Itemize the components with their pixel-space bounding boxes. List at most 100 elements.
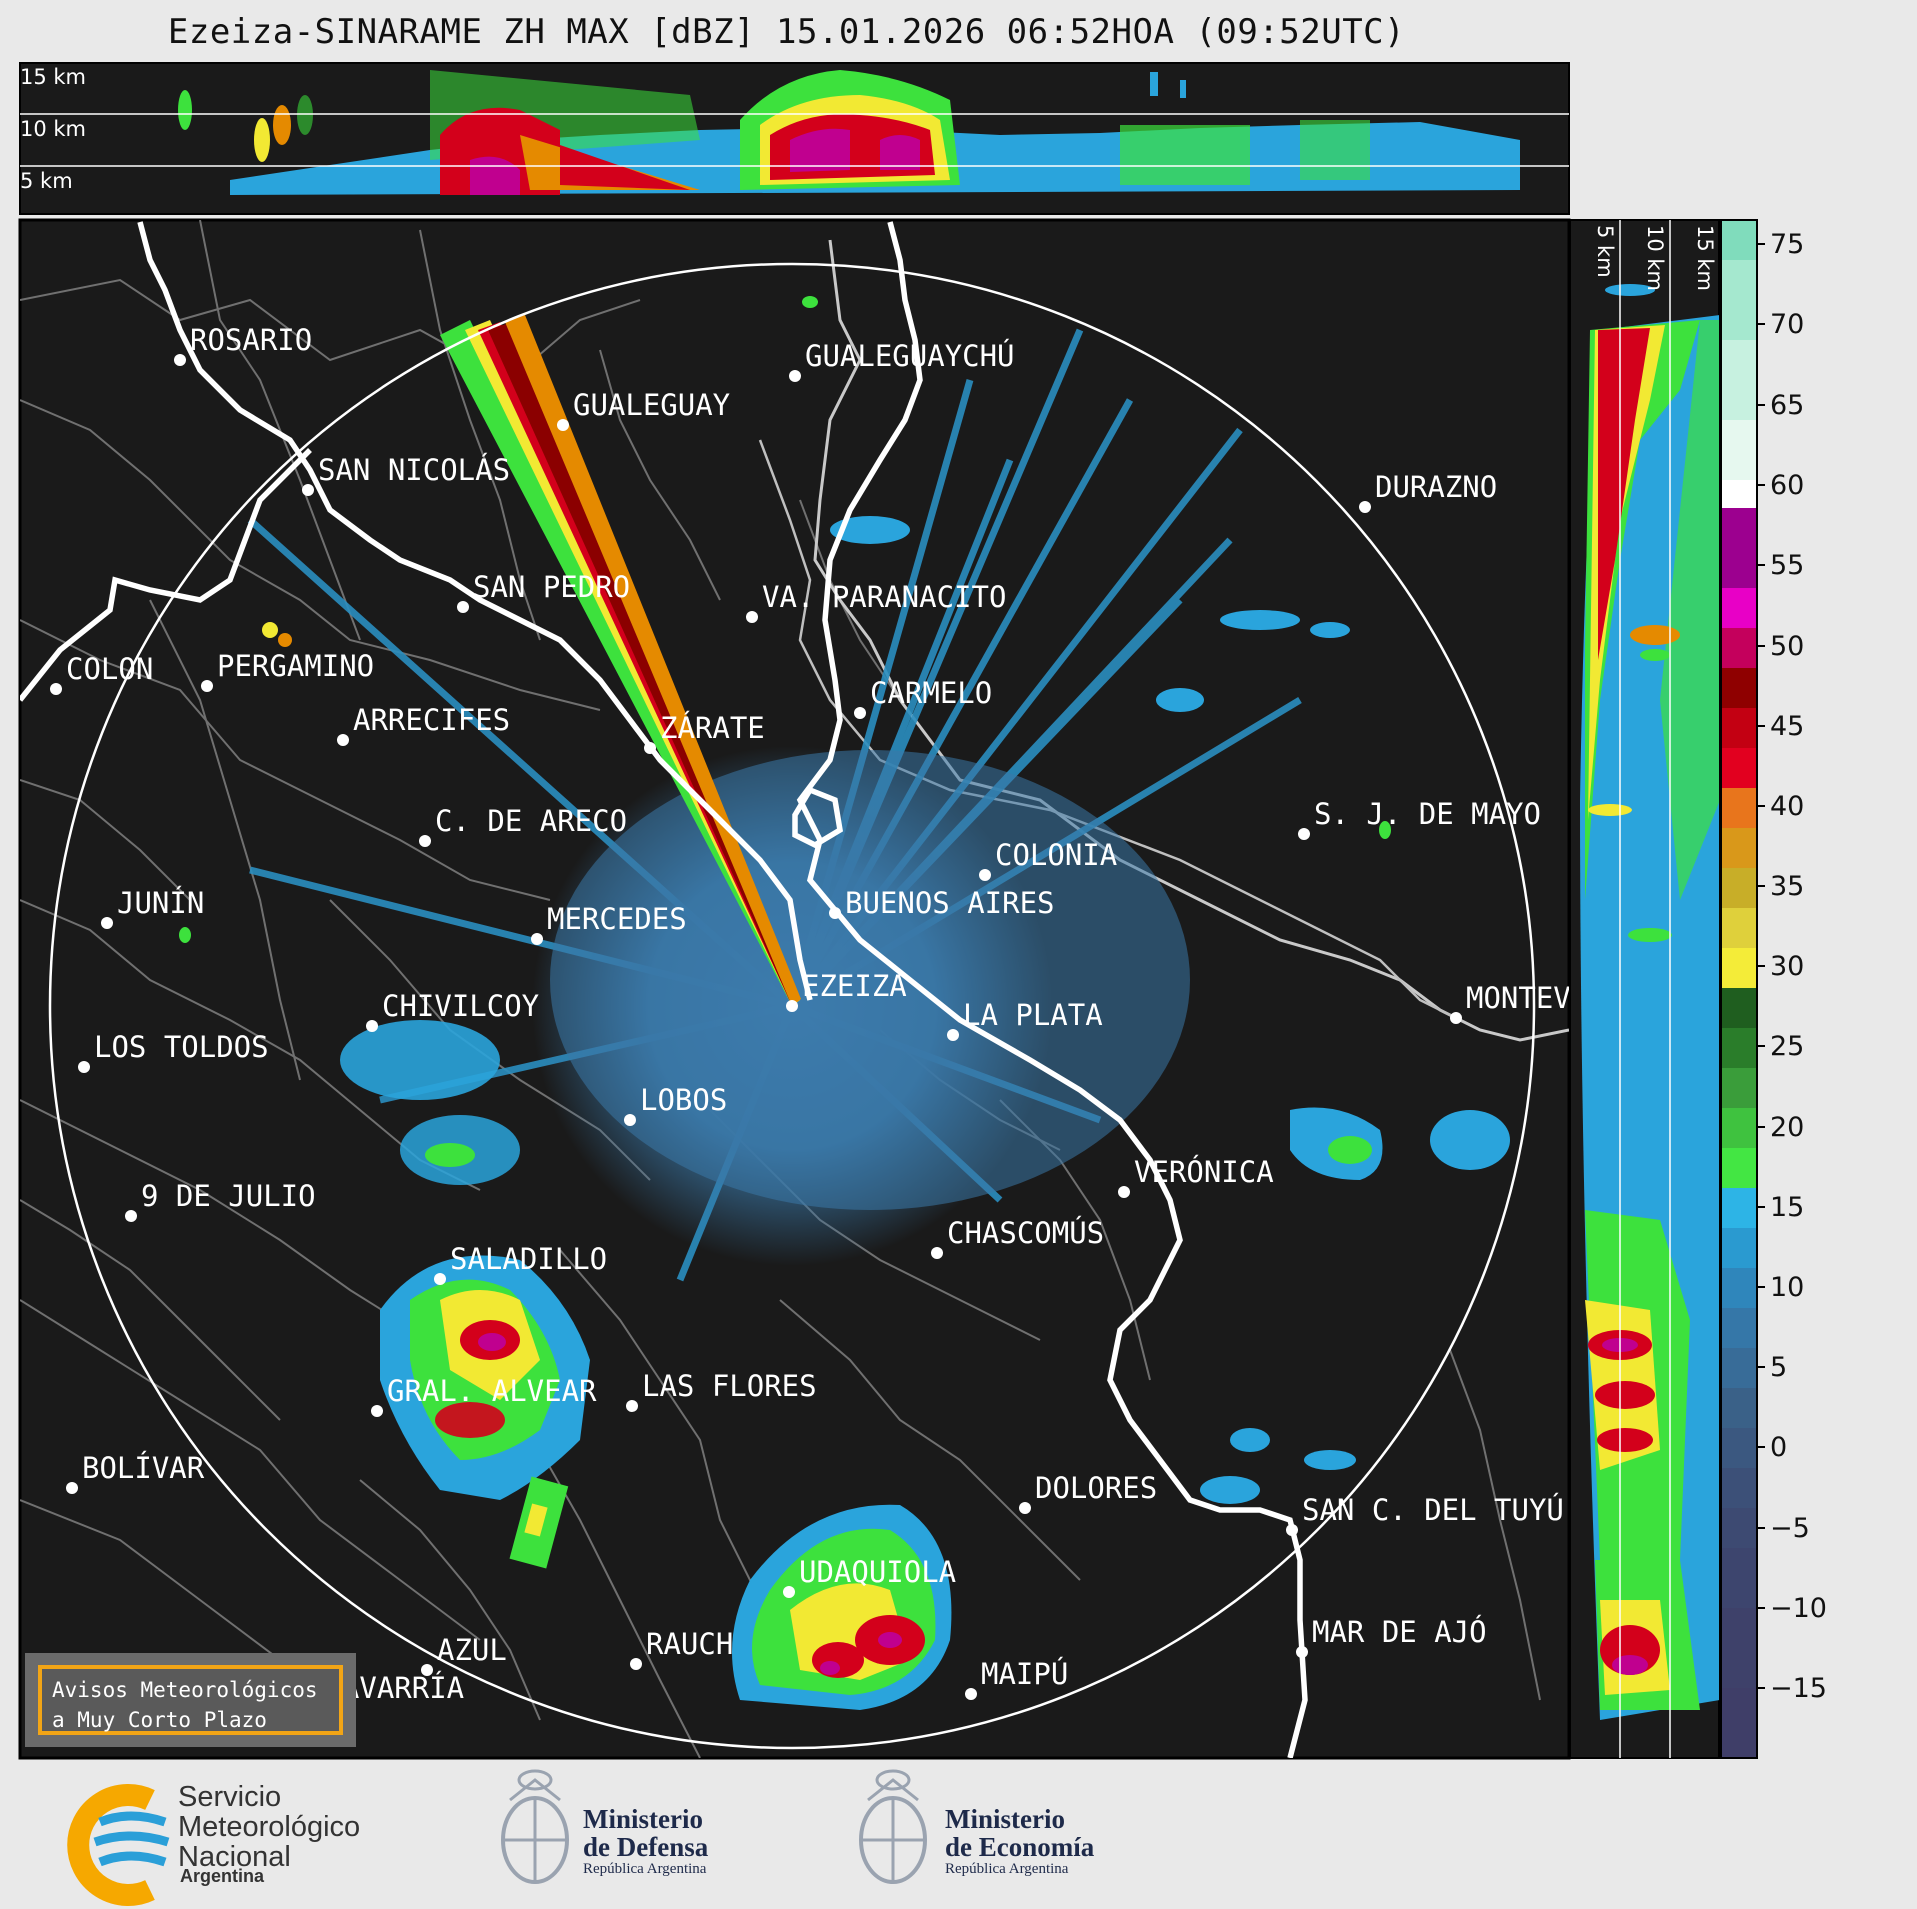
range-ring xyxy=(48,262,1536,1750)
city-los-toldos: LOS TOLDOS xyxy=(78,1030,269,1073)
svg-text:LOBOS: LOBOS xyxy=(640,1083,727,1117)
city-gualeguay: GUALEGUAY xyxy=(557,388,730,431)
defensa-sub: República Argentina xyxy=(583,1861,707,1877)
city-carmelo: CARMELO xyxy=(854,676,992,719)
svg-text:EZEIZA: EZEIZA xyxy=(802,969,907,1003)
city-dolores: DOLORES xyxy=(1019,1471,1157,1514)
ministerio-defensa-logo-text: Ministerio de Defensa República Argentin… xyxy=(583,1805,708,1878)
city-rosario: ROSARIO xyxy=(174,323,312,366)
economia-title1: Ministerio xyxy=(945,1804,1065,1834)
svg-text:SAN PEDRO: SAN PEDRO xyxy=(473,570,630,604)
svg-text:MAIPÚ: MAIPÚ xyxy=(981,1657,1068,1691)
svg-text:LOS TOLDOS: LOS TOLDOS xyxy=(94,1030,269,1064)
svg-text:COLON: COLON xyxy=(66,652,153,686)
svg-text:AZUL: AZUL xyxy=(437,1633,507,1667)
svg-text:VERÓNICA: VERÓNICA xyxy=(1134,1155,1274,1189)
svg-text:CHIVILCOY: CHIVILCOY xyxy=(382,989,539,1023)
city-mar-de-ajo: MAR DE AJÓ xyxy=(1296,1615,1487,1658)
colorbar-tick: 30 xyxy=(1770,951,1804,982)
smn-line: Nacional xyxy=(178,1841,291,1873)
warning-box-line2: a Muy Corto Plazo xyxy=(52,1708,267,1732)
colorbar-tick: 20 xyxy=(1770,1112,1804,1143)
city-la-plata: LA PLATA xyxy=(947,998,1103,1041)
city-chascomus: CHASCOMÚS xyxy=(931,1216,1104,1259)
smn-logo-icon xyxy=(67,1784,170,1906)
svg-text:SAN C. DEL TUYÚ: SAN C. DEL TUYÚ xyxy=(1302,1493,1564,1527)
chart-title: Ezeiza-SINARAME ZH MAX [dBZ] 15.01.2026 … xyxy=(167,12,1406,52)
smn-line: Servicio xyxy=(178,1781,282,1813)
svg-text:BOLÍVAR: BOLÍVAR xyxy=(82,1451,205,1485)
city-san-pedro: SAN PEDRO xyxy=(457,570,630,613)
svg-text:ARRECIFES: ARRECIFES xyxy=(353,703,510,737)
svg-text:ZÁRATE: ZÁRATE xyxy=(660,711,765,745)
city-9-de-julio: 9 DE JULIO xyxy=(125,1179,316,1222)
city-bolivar: BOLÍVAR xyxy=(66,1451,205,1494)
city-chivilcoy: CHIVILCOY xyxy=(366,989,539,1032)
city-gral-alvear: GRAL. ALVEAR xyxy=(371,1374,597,1417)
city-veronica: VERÓNICA xyxy=(1118,1155,1274,1198)
city-udaquiola: UDAQUIOLA xyxy=(783,1555,956,1598)
warning-box-line1: Avisos Meteorológicos xyxy=(52,1678,318,1702)
warning-box: Avisos Meteorológicos a Muy Corto Plazo xyxy=(38,1665,343,1735)
side-height-label-10km: 10 km xyxy=(1643,225,1667,291)
colorbar-tick: 60 xyxy=(1770,470,1804,501)
svg-text:SAN NICOLÁS: SAN NICOLÁS xyxy=(318,453,510,487)
svg-text:UDAQUIOLA: UDAQUIOLA xyxy=(799,1555,956,1589)
svg-text:DOLORES: DOLORES xyxy=(1035,1471,1157,1505)
colorbar-tick: 15 xyxy=(1770,1192,1804,1223)
colorbar-tick: 10 xyxy=(1770,1272,1804,1303)
colorbar-tick: 45 xyxy=(1770,711,1804,742)
svg-text:VA. PARANACITO: VA. PARANACITO xyxy=(762,580,1006,614)
svg-text:9 DE JULIO: 9 DE JULIO xyxy=(141,1179,316,1213)
city-zarate: ZÁRATE xyxy=(644,711,765,754)
top-height-label-5km: 5 km xyxy=(20,169,73,193)
colorbar-tick: −10 xyxy=(1770,1593,1827,1624)
argentina-coat-of-arms-icon xyxy=(501,1769,569,1884)
colorbar-tick: 70 xyxy=(1770,309,1804,340)
colorbar-tick: 75 xyxy=(1770,229,1804,260)
colorbar-tick: −5 xyxy=(1770,1513,1810,1544)
svg-text:GRAL. ALVEAR: GRAL. ALVEAR xyxy=(387,1374,597,1408)
colorbar-tick: −15 xyxy=(1770,1673,1827,1704)
city-colonia: COLONIA xyxy=(979,838,1117,881)
city-saladillo: SALADILLO xyxy=(434,1242,607,1285)
national-borders xyxy=(20,221,1308,1758)
smn-logo-sub: Argentina xyxy=(180,1866,265,1886)
svg-text:ROSARIO: ROSARIO xyxy=(190,323,312,357)
svg-text:MAR DE AJÓ: MAR DE AJÓ xyxy=(1312,1615,1487,1649)
city-rauch: RAUCH xyxy=(630,1627,733,1670)
side-height-label-5km: 5 km xyxy=(1593,225,1617,278)
city-azul: AZUL xyxy=(421,1633,507,1676)
economia-title2: de Economía xyxy=(945,1832,1095,1862)
svg-text:SALADILLO: SALADILLO xyxy=(450,1242,607,1276)
svg-text:CHASCOMÚS: CHASCOMÚS xyxy=(947,1216,1104,1250)
colorbar-tick: 55 xyxy=(1770,550,1804,581)
city-las-flores: LAS FLORES xyxy=(626,1369,817,1412)
colorbar-tick: 50 xyxy=(1770,631,1804,662)
dbz-colorbar: 75 70 65 60 55 50 45 40 35 30 25 20 15 1… xyxy=(1720,219,1827,1759)
top-height-label-10km: 10 km xyxy=(20,117,86,141)
city-san-nicolas: SAN NICOLÁS xyxy=(302,453,510,496)
colorbar-tick: 0 xyxy=(1770,1432,1787,1463)
radar-map-panel: ROSARIO GUALEGUAYCHÚ GUALEGUAY SAN NICOL… xyxy=(18,218,1641,1760)
city-pergamino: PERGAMINO xyxy=(201,649,374,692)
top-height-panel: 15 km 10 km 5 km xyxy=(19,62,1570,215)
svg-text:PERGAMINO: PERGAMINO xyxy=(217,649,374,683)
city-va-paranacito: VA. PARANACITO xyxy=(746,580,1006,623)
colorbar-tick: 25 xyxy=(1770,1031,1804,1062)
city-gualeguaychu: GUALEGUAYCHÚ xyxy=(789,339,1015,382)
svg-text:DURAZNO: DURAZNO xyxy=(1375,470,1497,504)
city-junin: JUNÍN xyxy=(101,886,204,929)
city-markers: ROSARIO GUALEGUAYCHÚ GUALEGUAY SAN NICOL… xyxy=(50,323,1641,1714)
city-buenos-aires: BUENOS AIRES xyxy=(829,886,1055,920)
city-maipu: MAIPÚ xyxy=(965,1657,1068,1700)
city-durazno: DURAZNO xyxy=(1359,470,1497,513)
ministerio-economia-logo-text: Ministerio de Economía República Argenti… xyxy=(945,1805,1094,1878)
defensa-title2: de Defensa xyxy=(583,1832,709,1862)
colorbar-tick: 65 xyxy=(1770,390,1804,421)
svg-text:JUNÍN: JUNÍN xyxy=(117,886,204,920)
side-height-label-15km: 15 km xyxy=(1693,225,1717,291)
smn-line: Meteorológico xyxy=(178,1811,361,1843)
city-arrecifes: ARRECIFES xyxy=(337,703,510,746)
